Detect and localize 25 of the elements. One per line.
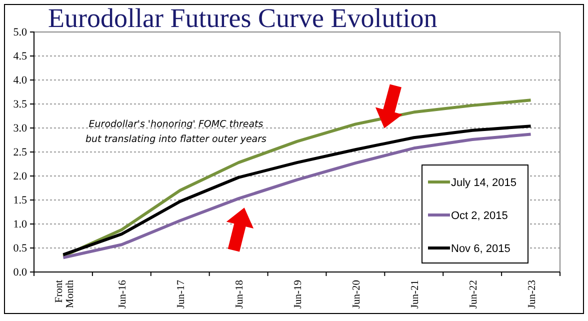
y-tick-label: 3.5 [13,98,28,111]
y-tick-label: 3.0 [13,122,28,135]
y-tick-label: 1.0 [13,218,28,231]
x-tick-label: Jun-22 [468,280,480,309]
y-tick-label: 5.0 [13,26,28,39]
annotation: Eurodollar's 'honoring' FOMC threats but translating into flatter outer years [86,119,267,145]
legend-label: Oct 2, 2015 [451,210,508,222]
y-tick-label: 2.0 [13,170,28,183]
y-tick-label: 4.5 [13,50,28,63]
x-tick-label: Jun-18 [234,280,246,309]
chart-title: Eurodollar Futures Curve Evolution [48,3,438,33]
x-tick-label: Jun-17 [176,280,188,309]
x-tick-label: Jun-20 [351,280,362,309]
x-tick-label: Jun-23 [526,280,538,309]
legend-label: Nov 6, 2015 [451,243,510,255]
y-tick-label: 4.0 [13,74,28,87]
x-tick-label: Jun-16 [118,280,129,309]
y-tick-label: 1.5 [13,194,28,207]
y-tick-label: 2.5 [13,146,28,159]
legend-label: July 14, 2015 [451,177,516,189]
x-tick-label: Jun-21 [410,280,421,309]
x-tick-label: Jun-19 [293,280,304,309]
y-tick-label: 0.5 [13,242,28,255]
x-tick-label: Front Month [54,279,76,308]
y-tick-label: 0.0 [13,266,28,279]
